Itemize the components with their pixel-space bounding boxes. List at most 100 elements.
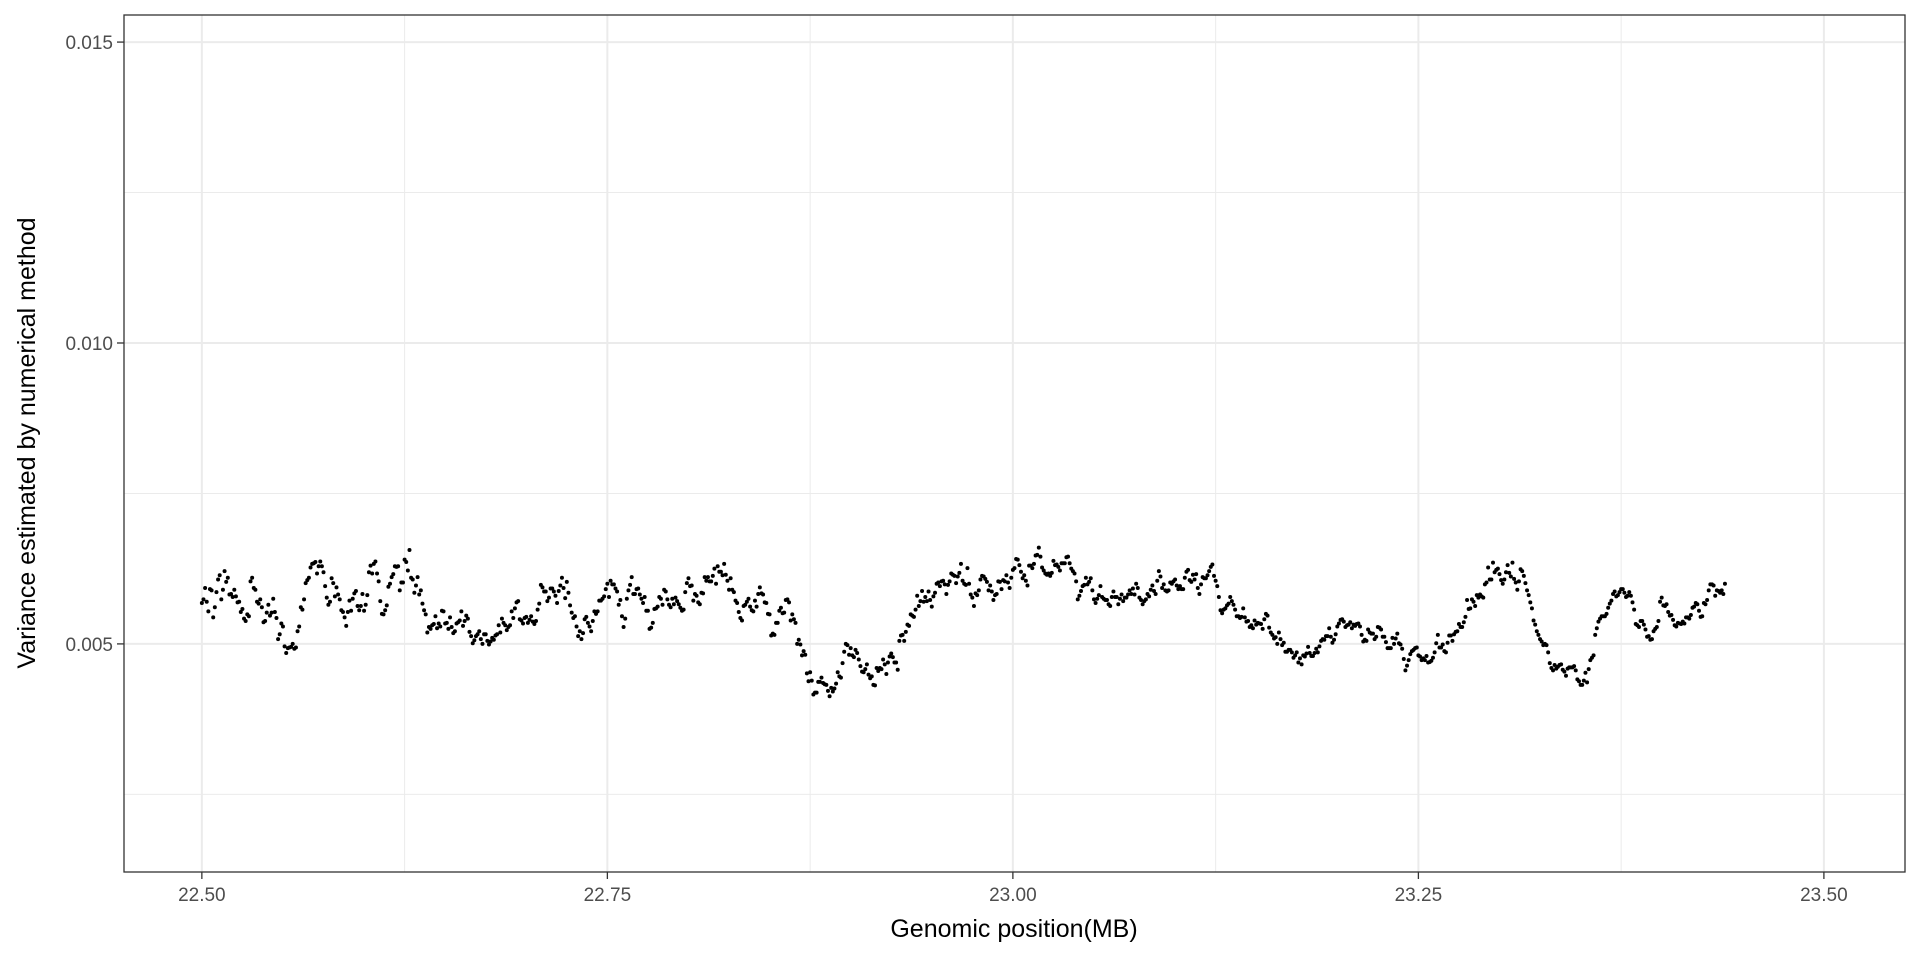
data-point [581,631,586,636]
data-point [1500,581,1505,586]
data-point [1130,586,1135,591]
plot-panel-background [124,15,1905,872]
data-point [1348,620,1353,625]
data-point [1015,557,1020,562]
data-point [441,609,446,614]
data-point [1341,619,1346,624]
data-point [817,679,822,684]
data-point [1327,626,1332,631]
data-point [229,591,234,596]
data-point [764,600,769,605]
data-point [1674,624,1679,629]
data-point [516,599,521,604]
data-point [232,587,237,592]
data-point [1241,606,1246,611]
data-point [994,591,999,596]
data-point [1533,622,1538,627]
data-point [1239,614,1244,619]
data-point [428,626,433,631]
data-point [873,683,877,688]
data-point [845,643,850,648]
data-point [423,612,428,617]
data-point [796,637,801,642]
data-point [1104,597,1109,602]
data-point [1401,656,1406,661]
data-point [422,608,427,613]
data-point [864,662,869,667]
data-point [881,657,886,662]
data-point [1374,634,1379,639]
data-point [806,679,811,684]
data-point [418,588,423,593]
data-point [913,607,918,612]
data-point [436,621,441,626]
data-point [248,579,253,584]
data-point [1017,563,1022,568]
data-point [923,594,928,599]
data-point [290,641,295,646]
data-point [838,675,843,680]
data-point [1148,587,1153,592]
data-point [250,575,255,580]
data-point [628,582,633,587]
data-point [386,584,391,589]
data-point [1216,594,1221,599]
data-point [952,573,957,578]
data-point [1388,646,1393,651]
data-point [1711,583,1716,588]
data-point [670,596,675,601]
data-point [658,596,663,601]
data-point [697,602,702,607]
data-point [1379,627,1384,632]
y-tick-label: 0.015 [65,33,113,54]
data-point [1636,625,1641,630]
data-point [645,608,650,613]
data-point [681,607,686,612]
data-point [1252,618,1257,623]
data-point [1012,566,1017,571]
data-point [485,638,490,643]
data-point [975,593,980,598]
data-point [358,603,363,608]
data-point [1405,663,1410,668]
data-point [971,603,976,608]
data-point [1669,613,1674,618]
data-point [545,599,550,604]
data-point [383,608,388,613]
data-point [480,641,485,646]
data-point [1161,582,1166,587]
data-point [1075,597,1080,602]
data-point [665,597,670,602]
data-point [271,596,276,601]
data-point [1212,573,1217,578]
data-point [1547,661,1552,666]
data-point [230,594,235,599]
data-point [879,667,884,672]
data-point [1443,650,1448,655]
data-point [397,588,402,593]
data-point [400,580,405,585]
data-point [929,604,934,609]
data-point [1703,602,1708,607]
data-point [1090,588,1095,593]
plot-panel-border [123,14,1906,873]
data-point [1213,578,1218,583]
data-point [503,623,508,628]
data-point [347,598,352,603]
data-point [725,578,730,583]
data-point [344,623,349,628]
data-point [1630,600,1635,605]
data-point [1356,621,1361,626]
data-point [324,595,329,600]
data-point [636,586,641,591]
data-point [1056,564,1061,569]
data-point [1573,668,1578,673]
data-point [206,609,211,614]
data-point [1620,587,1625,592]
data-point [209,588,214,593]
data-point [1197,591,1202,596]
data-point [1471,599,1476,604]
data-point [498,630,503,635]
data-point [835,670,840,675]
data-point [788,618,793,623]
